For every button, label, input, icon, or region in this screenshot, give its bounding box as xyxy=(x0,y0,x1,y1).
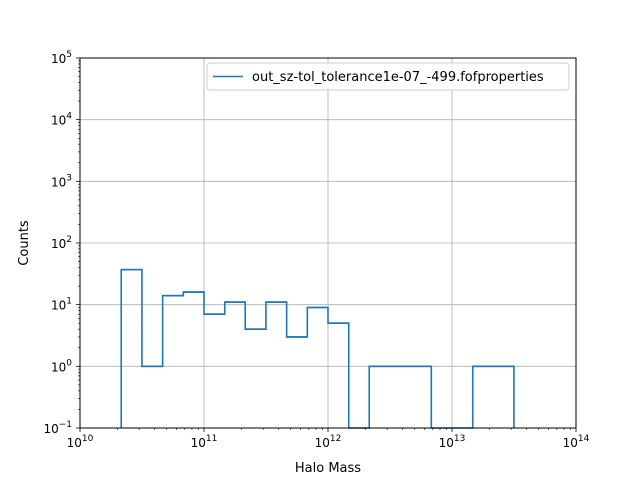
y-tick-label: 105 xyxy=(51,50,72,66)
x-axis-ticks: 1010 1011 1012 1013 1014 xyxy=(67,428,590,450)
x-tick-label: 1014 xyxy=(563,434,590,450)
y-axis-ticks: 10−1 100 101 102 103 104 105 xyxy=(43,50,80,436)
y-tick-label: 101 xyxy=(51,297,72,313)
x-tick-label: 1013 xyxy=(439,434,466,450)
y-axis-label: Counts xyxy=(17,220,32,266)
y-tick-label: 100 xyxy=(51,358,72,374)
y-tick-label: 10−1 xyxy=(43,420,72,436)
legend-box xyxy=(206,62,570,91)
x-axis-label: Halo Mass xyxy=(295,461,361,476)
x-tick-label: 1012 xyxy=(315,434,342,450)
legend: out_sz-tol_tolerance1e-07_-499.fofproper… xyxy=(206,62,570,91)
y-tick-label: 103 xyxy=(51,173,72,189)
y-tick-label: 102 xyxy=(51,235,72,251)
y-tick-label: 104 xyxy=(51,112,72,128)
x-tick-label: 1011 xyxy=(191,434,218,450)
x-tick-label: 1010 xyxy=(67,434,94,450)
legend-entry-label: out_sz-tol_tolerance1e-07_-499.fofproper… xyxy=(252,70,544,85)
